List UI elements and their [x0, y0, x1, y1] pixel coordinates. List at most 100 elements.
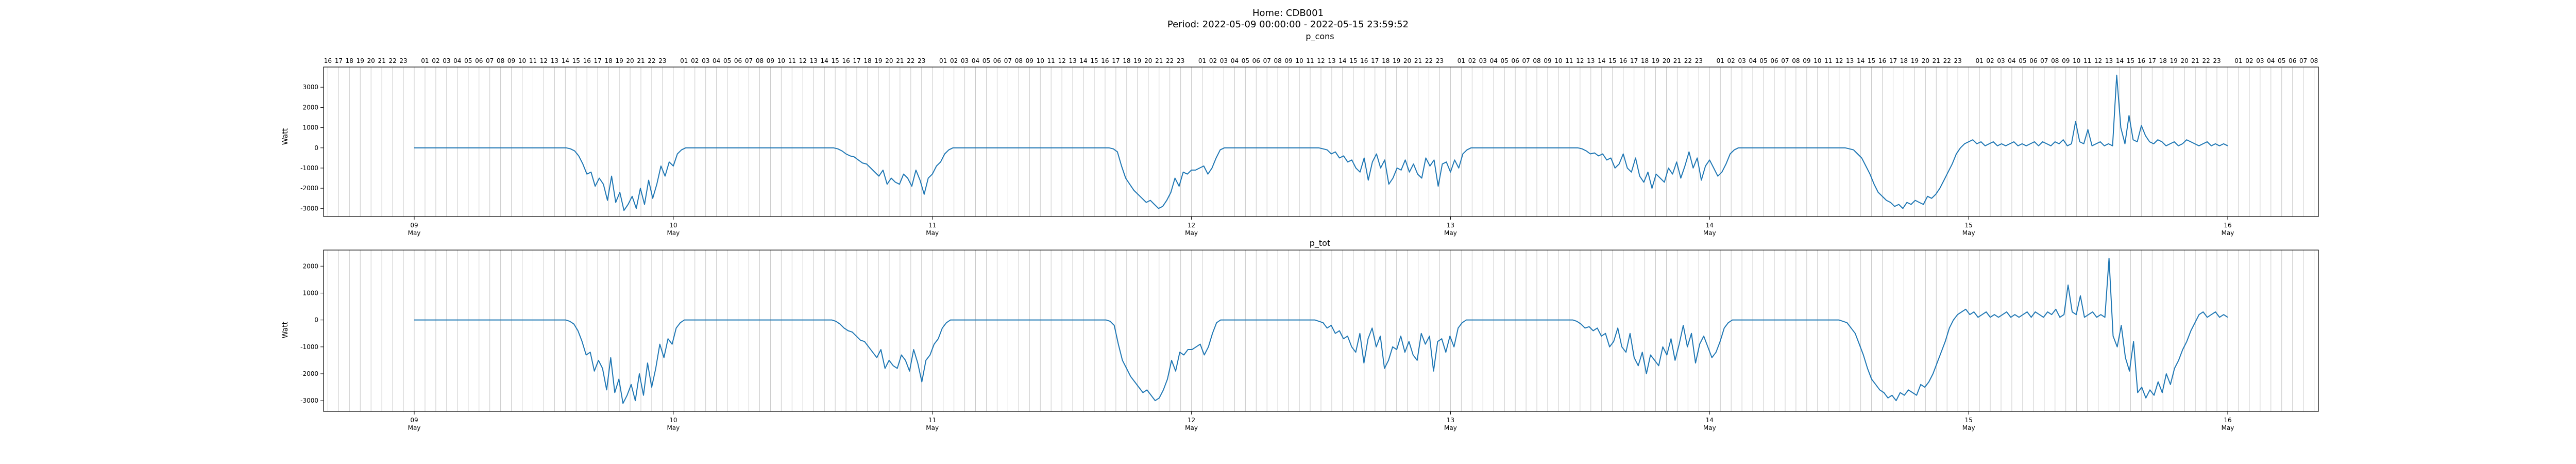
hour-tick-label: 18	[1123, 57, 1130, 64]
hour-tick-label: 16	[2138, 57, 2145, 64]
hour-tick-label: 17	[1889, 57, 1897, 64]
hour-tick-label: 21	[378, 57, 386, 64]
hour-tick-label: 05	[1242, 57, 1249, 64]
hour-tick-label: 05	[723, 57, 731, 64]
hour-tick-label: 09	[1544, 57, 1551, 64]
hour-tick-label: 19	[1911, 57, 1919, 64]
hour-tick-label: 08	[756, 57, 764, 64]
hour-tick-label: 12	[1835, 57, 1843, 64]
y-axis-label: Watt	[281, 321, 290, 338]
hour-tick-label: 15	[832, 57, 839, 64]
chart-title: p_tot	[1310, 238, 1331, 248]
hour-tick-label: 14	[562, 57, 569, 64]
hour-tick-label: 11	[1306, 57, 1314, 64]
hour-gridlines: 16 17 18 19 20 21 22 23 01 02 03 04 05 06 07 08 09 10 11 12…	[324, 57, 2318, 217]
hour-tick-label: 14	[1598, 57, 1605, 64]
hour-tick-label: 09	[2062, 57, 2070, 64]
x-tick-month: May	[1703, 229, 1716, 237]
hour-tick-label: 02	[2245, 57, 2253, 64]
hour-tick-label: 08	[1792, 57, 1800, 64]
hour-tick-label: 05	[1501, 57, 1509, 64]
hour-tick-label: 18	[346, 57, 353, 64]
hour-tick-label: 17	[335, 57, 343, 64]
y-tick-label: 2000	[302, 104, 318, 111]
y-tick-label: 3000	[302, 84, 318, 91]
hour-tick-label: 22	[648, 57, 655, 64]
hour-tick-label: 13	[1328, 57, 1335, 64]
y-tick-label: 1000	[302, 289, 318, 296]
hour-tick-label: 07	[745, 57, 753, 64]
x-tick-label: 14	[1706, 417, 1714, 424]
hour-tick-label: 22	[907, 57, 914, 64]
hour-tick-label: 21	[1933, 57, 1940, 64]
figure-title-line2: Period: 2022-05-09 00:00:00 - 2022-05-15…	[1167, 19, 1409, 30]
hour-tick-label: 18	[1641, 57, 1649, 64]
hour-tick-label: 06	[993, 57, 1001, 64]
hour-tick-label: 04	[453, 57, 461, 64]
hour-tick-label: 19	[2170, 57, 2178, 64]
hour-tick-label: 11	[788, 57, 796, 64]
hour-tick-label: 19	[615, 57, 623, 64]
hour-tick-label: 03	[1997, 57, 2005, 64]
series-line	[414, 74, 2228, 211]
y-tick-label: 1000	[302, 124, 318, 131]
hour-tick-label: 06	[1252, 57, 1260, 64]
hour-tick-label: 22	[1684, 57, 1692, 64]
y-tick-label: -1000	[300, 164, 318, 172]
x-tick-month: May	[2222, 424, 2234, 432]
y-tick-label: -3000	[300, 397, 318, 404]
hour-tick-label: 04	[1231, 57, 1239, 64]
hour-tick-label: 16	[324, 57, 332, 64]
hour-tick-label: 19	[1133, 57, 1141, 64]
x-tick-month: May	[1185, 424, 1198, 432]
hour-tick-label: 07	[2040, 57, 2048, 64]
hour-tick-label: 07	[1263, 57, 1271, 64]
hour-tick-label: 11	[2083, 57, 2091, 64]
plot-frame	[323, 250, 2319, 412]
hour-tick-label: 06	[1770, 57, 1778, 64]
hour-tick-label: 02	[950, 57, 958, 64]
hour-tick-label: 17	[1371, 57, 1379, 64]
hour-tick-label: 21	[896, 57, 904, 64]
hour-tick-label: 03	[1738, 57, 1746, 64]
y-axis-label: Watt	[281, 128, 290, 145]
x-tick-month: May	[1962, 424, 1975, 432]
y-tick-label: -2000	[300, 370, 318, 377]
hour-tick-label: 02	[691, 57, 699, 64]
hour-tick-label: 01	[680, 57, 688, 64]
hour-tick-label: 01	[421, 57, 429, 64]
hour-tick-label: 06	[1512, 57, 1519, 64]
hour-tick-label: 20	[1403, 57, 1411, 64]
hour-tick-label: 23	[1436, 57, 1444, 64]
hour-tick-label: 10	[1554, 57, 1562, 64]
hour-tick-label: 09	[507, 57, 515, 64]
series-line	[414, 257, 2228, 404]
hour-tick-label: 12	[1058, 57, 1066, 64]
hour-tick-label: 07	[2299, 57, 2307, 64]
hour-tick-label: 01	[1975, 57, 1983, 64]
hour-tick-label: 04	[1749, 57, 1756, 64]
hour-tick-label: 07	[1522, 57, 1530, 64]
hour-tick-label: 20	[1663, 57, 1670, 64]
y-axis: -3000 -2000 -1000 0 1000 2000	[300, 262, 324, 404]
hour-tick-label: 07	[1781, 57, 1789, 64]
figure-title-line1: Home: CDB001	[1252, 8, 1324, 19]
hour-tick-label: 03	[1220, 57, 1228, 64]
hour-tick-label: 10	[1814, 57, 1821, 64]
hour-tick-label: 01	[1198, 57, 1206, 64]
hour-tick-label: 03	[443, 57, 450, 64]
hour-tick-label: 08	[2051, 57, 2059, 64]
hour-tick-label: 14	[1338, 57, 1346, 64]
hour-tick-label: 01	[1717, 57, 1724, 64]
hour-tick-label: 04	[2267, 57, 2275, 64]
hour-gridlines	[327, 250, 2315, 411]
hour-tick-label: 20	[1144, 57, 1152, 64]
x-tick-month: May	[1703, 424, 1716, 432]
hour-tick-label: 23	[1954, 57, 1962, 64]
hour-tick-label: 13	[1587, 57, 1595, 64]
x-tick-month: May	[408, 229, 421, 237]
hour-tick-label: 20	[885, 57, 893, 64]
x-tick-month: May	[667, 424, 680, 432]
